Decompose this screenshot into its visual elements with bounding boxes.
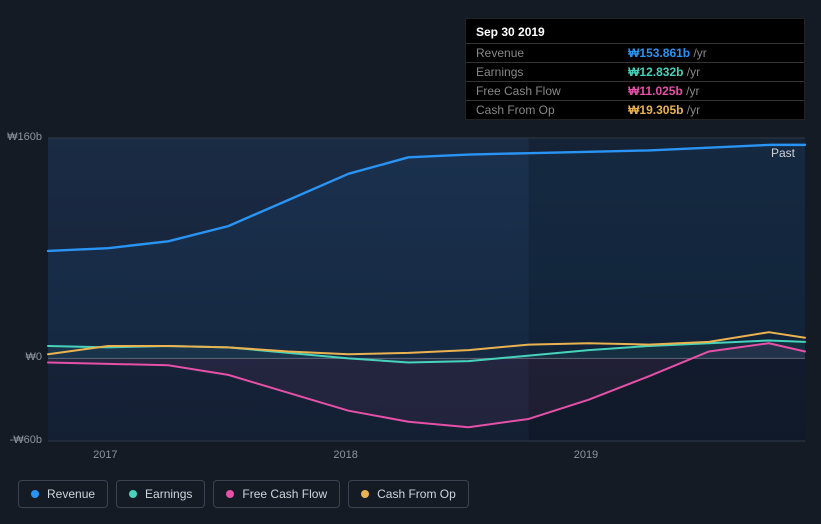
- x-axis-label: 2017: [93, 449, 117, 461]
- legend-item-cash-from-op[interactable]: Cash From Op: [348, 480, 469, 508]
- y-axis-label: -₩60b: [0, 434, 42, 446]
- legend-dot-icon: [361, 490, 369, 498]
- legend-label: Earnings: [145, 487, 192, 501]
- legend-dot-icon: [226, 490, 234, 498]
- legend-label: Cash From Op: [377, 487, 456, 501]
- x-axis-label: 2018: [333, 449, 357, 461]
- legend-dot-icon: [31, 490, 39, 498]
- legend-label: Revenue: [47, 487, 95, 501]
- financial-chart: [0, 0, 821, 524]
- x-axis-label: 2019: [574, 449, 598, 461]
- legend-label: Free Cash Flow: [242, 487, 327, 501]
- past-label: Past: [771, 146, 795, 160]
- chart-legend: Revenue Earnings Free Cash Flow Cash From O…: [18, 480, 469, 508]
- y-axis-label: ₩0: [0, 351, 42, 363]
- legend-item-revenue[interactable]: Revenue: [18, 480, 108, 508]
- legend-dot-icon: [129, 490, 137, 498]
- legend-item-free-cash-flow[interactable]: Free Cash Flow: [213, 480, 340, 508]
- legend-item-earnings[interactable]: Earnings: [116, 480, 205, 508]
- y-axis-label: ₩160b: [0, 131, 42, 143]
